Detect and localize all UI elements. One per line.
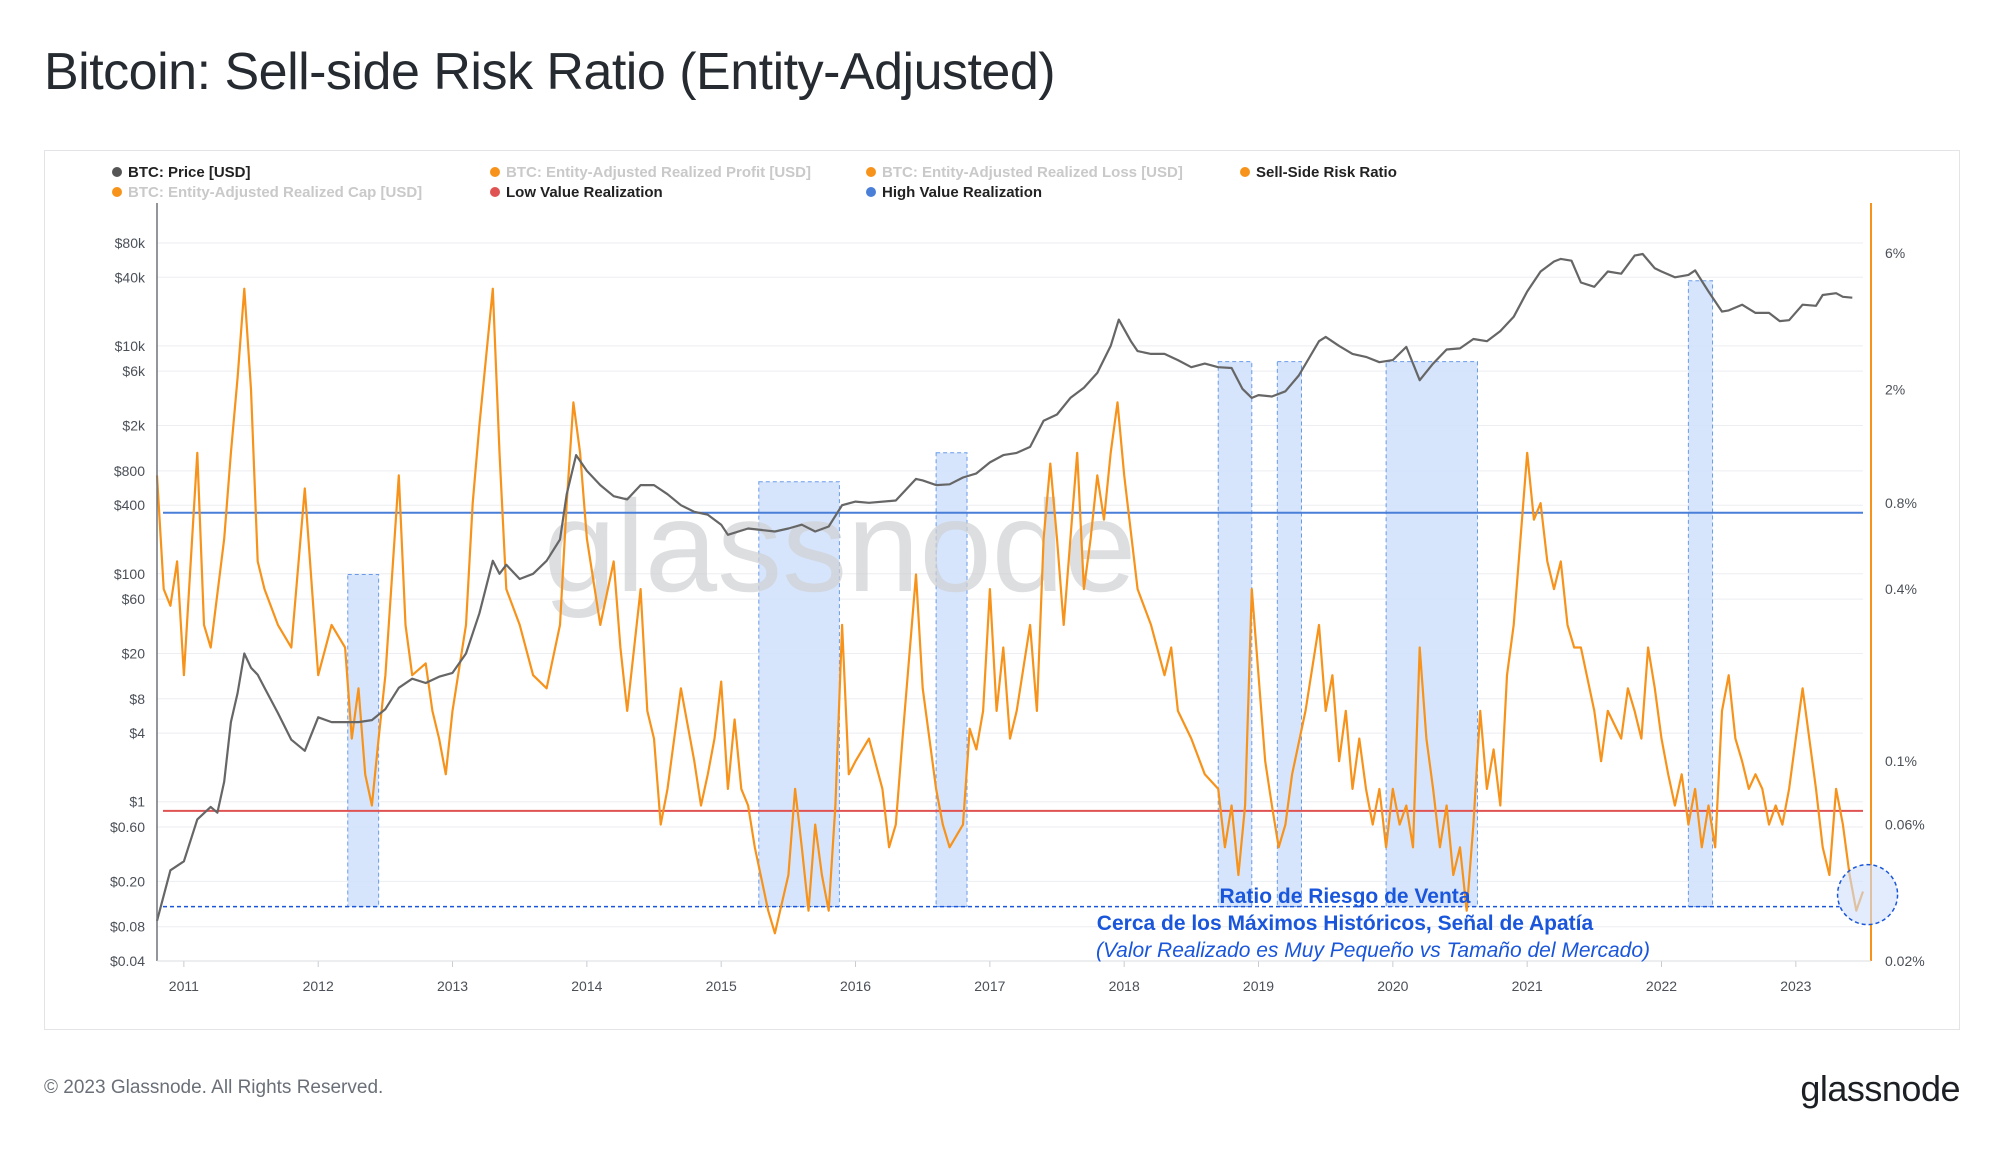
- legend-label: BTC: Entity-Adjusted Realized Profit [US…: [506, 164, 811, 181]
- y-left-tick-label: $0.60: [110, 819, 145, 835]
- x-tick-label: 2014: [571, 978, 602, 994]
- y-left-tick-label: $10k: [115, 338, 146, 354]
- legend-marker: [112, 167, 122, 177]
- x-tick-label: 2015: [706, 978, 737, 994]
- y-right-tick-label: 0.06%: [1885, 817, 1925, 833]
- x-tick-label: 2012: [303, 978, 334, 994]
- y-left-tick-label: $80k: [115, 235, 146, 251]
- shaded-periods: [347, 280, 1714, 908]
- y-left-tick-label: $800: [114, 463, 145, 479]
- footer-copyright: © 2023 Glassnode. All Rights Reserved.: [44, 1077, 384, 1098]
- y-right-tick-label: 0.1%: [1885, 753, 1917, 769]
- chart-canvas: glassnode $80k $40k $10k $6k $2k $800 $400 $100…: [110, 164, 1925, 994]
- legend-marker: [490, 187, 500, 197]
- y-left-tick-label: $2k: [122, 418, 146, 434]
- y-right-tick-label: 0.8%: [1885, 495, 1917, 511]
- shaded-period: [935, 452, 968, 908]
- chart-frame: glassnode $80k $40k $10k $6k $2k $800 $400 $100…: [44, 150, 1960, 1030]
- annotation-line-2: Cerca de los Máximos Históricos, Señal d…: [1097, 912, 1594, 935]
- y-left-tick-label: $4: [129, 725, 145, 741]
- y-left-tick-label: $20: [122, 645, 146, 661]
- x-tick-label: 2011: [169, 978, 199, 994]
- annotation-line-3: (Valor Realizado es Muy Pequeño vs Tamañ…: [1096, 939, 1650, 962]
- legend-marker: [866, 167, 876, 177]
- y-left-tick-label: $0.04: [110, 953, 145, 969]
- legend-marker: [112, 187, 122, 197]
- y-right-tick-label: 0.4%: [1885, 581, 1917, 597]
- shaded-period: [1276, 361, 1302, 908]
- y-left-tick-label: $60: [122, 591, 146, 607]
- sell-side-risk-ratio-line: [155, 287, 1865, 935]
- legend-marker: [866, 187, 876, 197]
- y-left-tick-label: $8: [129, 691, 145, 707]
- page-title: Bitcoin: Sell-side Risk Ratio (Entity-Ad…: [44, 43, 1056, 101]
- x-tick-label: 2020: [1377, 978, 1408, 994]
- x-tick-label: 2019: [1243, 978, 1274, 994]
- x-tick-label: 2017: [974, 978, 1005, 994]
- x-tick-label: 2022: [1646, 978, 1677, 994]
- legend-label: BTC: Entity-Adjusted Realized Cap [USD]: [128, 184, 422, 201]
- y-left-tick-label: $0.08: [110, 919, 145, 935]
- y-left-tick-label: $0.20: [110, 873, 145, 889]
- highlight-circle: [1836, 863, 1899, 926]
- annotation-line-1: Ratio de Riesgo de Venta: [1220, 885, 1471, 908]
- shaded-period: [1217, 361, 1253, 908]
- watermark: glassnode: [544, 473, 1137, 619]
- shaded-period: [1385, 361, 1478, 908]
- watermark-layer: glassnode: [544, 473, 1137, 619]
- x-tick-label: 2023: [1780, 978, 1811, 994]
- x-tick-label: 2013: [437, 978, 468, 994]
- annotation: Ratio de Riesgo de Venta Cerca de los Má…: [1096, 863, 1899, 962]
- legend-label: Sell-Side Risk Ratio: [1256, 164, 1397, 181]
- legend-marker: [490, 167, 500, 177]
- y-right-tick-label: 2%: [1885, 381, 1905, 397]
- footer-logo: glassnode: [1800, 1068, 1960, 1109]
- y-left-tick-label: $6k: [122, 363, 146, 379]
- y-left-tick-label: $400: [114, 497, 145, 513]
- series-layer: [155, 252, 1865, 935]
- legend-label: Low Value Realization: [506, 184, 663, 201]
- legend-marker: [1240, 167, 1250, 177]
- legend-label: BTC: Entity-Adjusted Realized Loss [USD]: [882, 164, 1183, 181]
- x-tick-label: 2016: [840, 978, 871, 994]
- y-left-tick-label: $1: [129, 794, 145, 810]
- y-right-tick-label: 0.02%: [1885, 953, 1925, 969]
- shaded-period: [758, 481, 840, 908]
- y-right-tick-label: 6%: [1885, 245, 1905, 261]
- x-tick-label: 2018: [1109, 978, 1140, 994]
- y-left-tick-label: $100: [114, 566, 145, 582]
- threshold-lines: [163, 511, 1863, 908]
- legend: BTC: Price [USD] BTC: Entity-Adjusted Rea…: [112, 164, 1397, 201]
- legend-label: High Value Realization: [882, 184, 1042, 201]
- y-left-tick-label: $40k: [115, 269, 146, 285]
- axes-layer: $80k $40k $10k $6k $2k $800 $400 $100 $60 $20 $8 $4…: [110, 203, 1925, 994]
- btc-price-line: [155, 252, 1853, 922]
- x-tick-label: 2021: [1512, 978, 1543, 994]
- legend-label: BTC: Price [USD]: [128, 164, 251, 181]
